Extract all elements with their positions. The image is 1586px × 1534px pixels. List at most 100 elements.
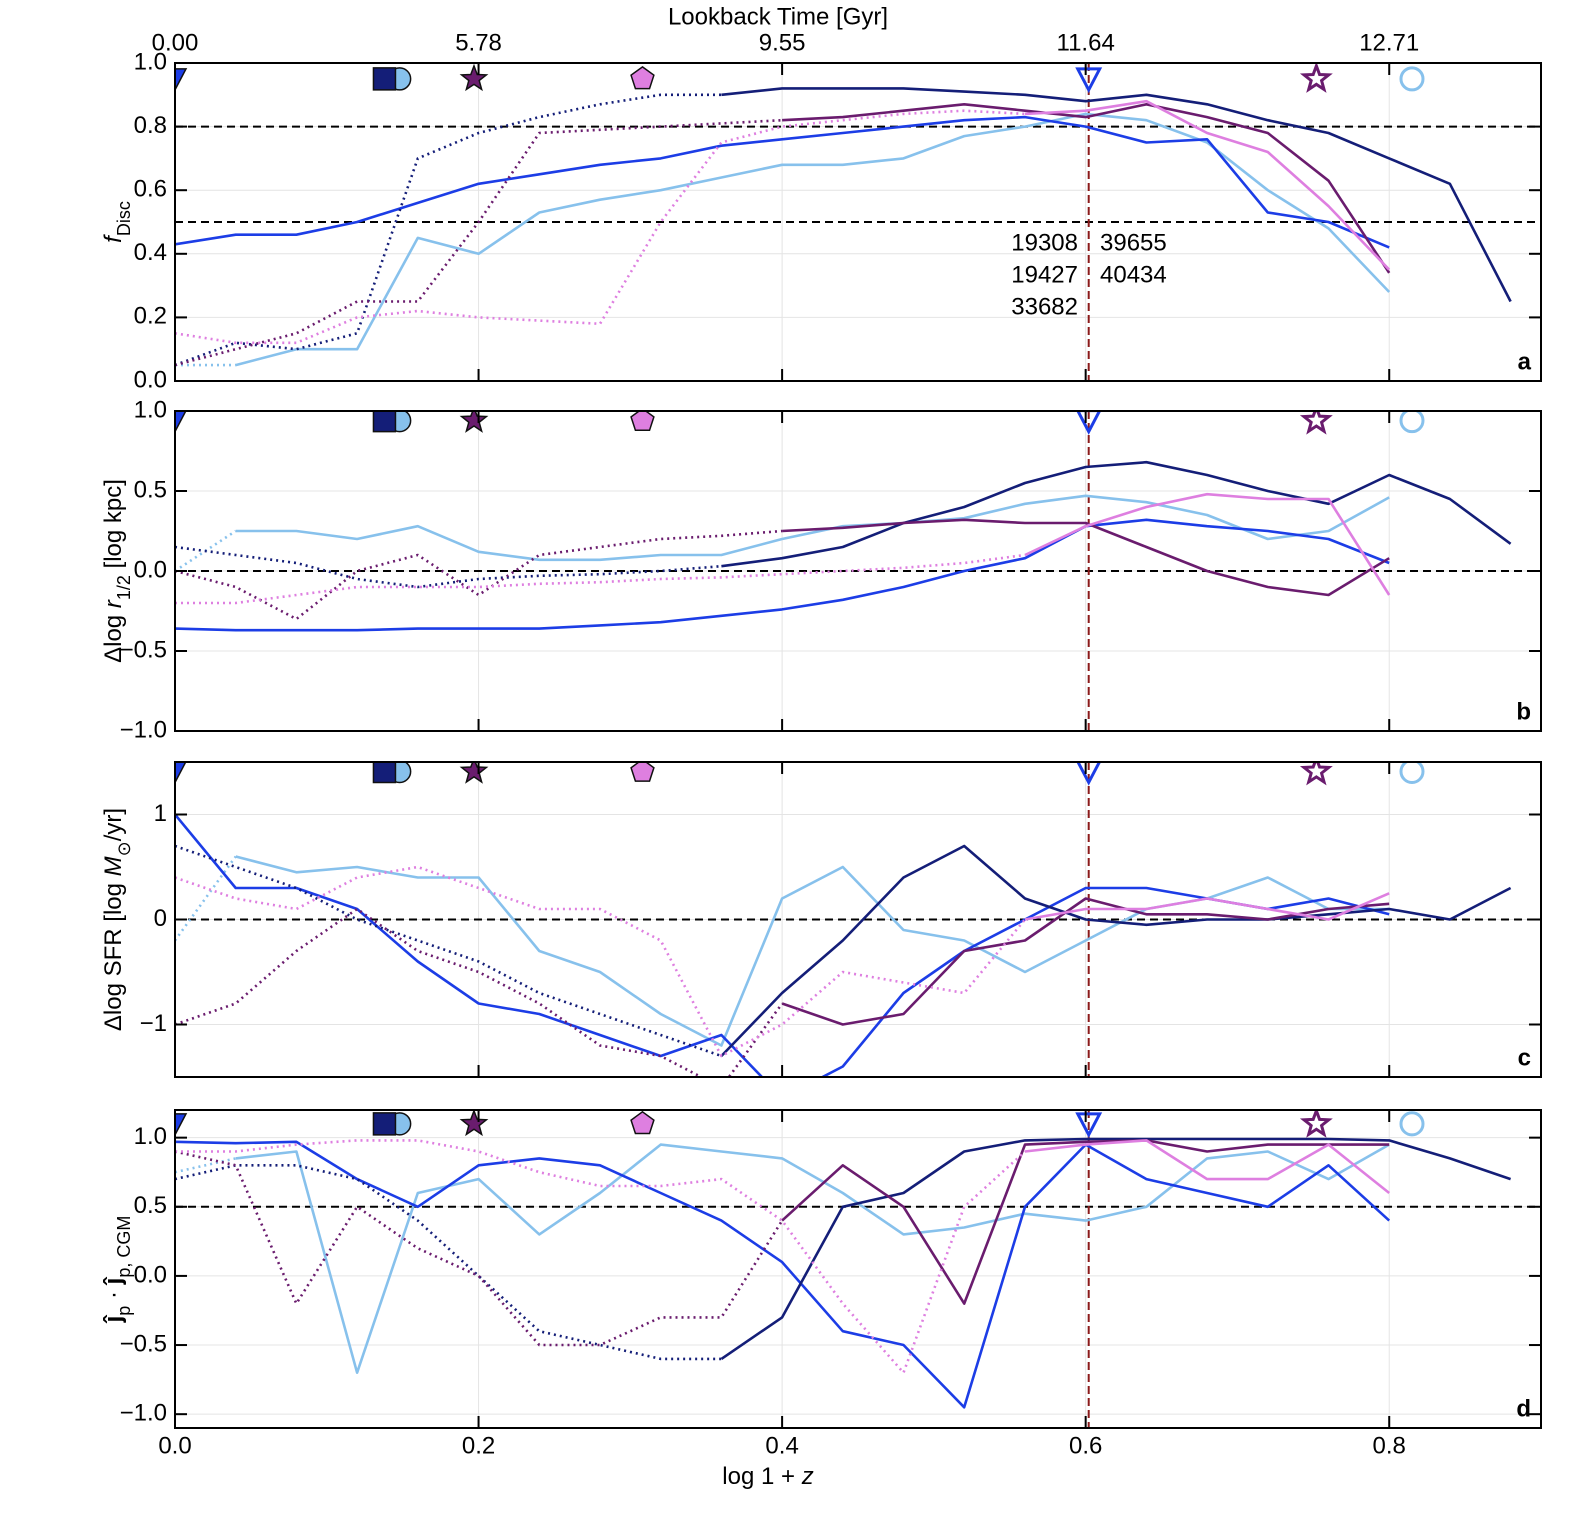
series-line [175, 907, 784, 1077]
panel-label: a [1518, 348, 1532, 375]
series-line [175, 93, 722, 367]
event-marker [1299, 1110, 1333, 1138]
series-line [235, 855, 1390, 1047]
y-axis-label-part: [log kpc] [100, 479, 127, 575]
series-line [175, 118, 783, 367]
top-tick-label: 11.64 [1057, 29, 1115, 56]
event-marker [1399, 1111, 1425, 1137]
y-tick-label: 1 [154, 800, 167, 827]
series-line [235, 1143, 1390, 1374]
y-tick-label: 0.4 [134, 239, 167, 266]
x-axis-label: log 1 + z [722, 1463, 813, 1490]
x-tick-label: 0.6 [1069, 1432, 1102, 1459]
top-axis-label: Lookback Time [Gyr] [668, 3, 888, 30]
y-axis-label-part: Δlog SFR [log [100, 876, 127, 1031]
event-marker [459, 63, 489, 92]
series-line [721, 87, 1512, 303]
plot-area [175, 411, 1541, 731]
legend-entry: 39655 [1100, 229, 1167, 256]
series-line [1024, 99, 1391, 271]
plot-area [175, 762, 1541, 1077]
x-tick-label: 0.4 [765, 1432, 798, 1459]
event-marker [1399, 411, 1425, 434]
series-line [175, 529, 783, 621]
y-axis-label-part: M [100, 856, 127, 876]
plot-area [175, 63, 1541, 381]
series-line [175, 109, 1026, 345]
series-line [175, 1140, 1391, 1409]
legend-entry: 19308 [1011, 229, 1078, 256]
legend-entry: 33682 [1011, 293, 1078, 320]
y-tick-label: 0.0 [134, 1261, 167, 1288]
event-marker [1299, 63, 1333, 93]
series-line [175, 518, 1390, 632]
y-tick-label: −1 [140, 1010, 167, 1037]
y-tick-label: 1.0 [134, 48, 167, 75]
y-axis-label: fDisc [100, 201, 133, 243]
plot-area [175, 1110, 1541, 1428]
panel-label: b [1516, 698, 1531, 725]
y-axis-label-part: f [100, 234, 127, 243]
event-marker [630, 762, 655, 782]
event-marker [372, 1112, 397, 1136]
event-marker [1399, 762, 1425, 784]
series-line [1024, 1139, 1391, 1195]
top-tick-label: 0.00 [152, 29, 199, 56]
series-line [782, 518, 1390, 597]
y-axis-label-part: ⊙ [114, 841, 134, 856]
event-marker [630, 65, 655, 90]
series-line [175, 545, 722, 589]
event-marker [459, 1110, 489, 1137]
series-line [721, 460, 1512, 568]
y-axis-label-part: p [114, 1306, 134, 1316]
y-tick-label: 0.0 [134, 556, 167, 583]
x-axis-label-part: z [801, 1463, 814, 1490]
y-axis-label-part: · [100, 1284, 127, 1305]
top-tick-label: 9.55 [759, 29, 806, 56]
event-marker [459, 762, 489, 784]
series-line [781, 1139, 1390, 1305]
event-marker [175, 68, 188, 92]
y-axis-label-part: Disc [114, 201, 134, 236]
event-marker [1075, 1112, 1103, 1139]
event-marker [1399, 66, 1425, 92]
y-tick-label: 0.6 [134, 176, 167, 203]
y-axis-label: Δlog SFR [log M⊙/yr] [100, 808, 133, 1031]
y-axis-label-part: r [100, 599, 127, 608]
event-marker [175, 1113, 188, 1137]
y-axis-label-part: p, CGM [114, 1216, 134, 1278]
panel-label: d [1516, 1395, 1531, 1422]
y-tick-label: 1.0 [134, 1123, 167, 1150]
top-tick-label: 5.78 [455, 29, 502, 56]
event-marker [372, 411, 397, 433]
y-tick-label: 1.0 [134, 396, 167, 423]
y-tick-label: −1.0 [120, 1400, 167, 1427]
y-axis-label-part: ĵ [100, 1276, 127, 1286]
x-tick-label: 0.2 [462, 1432, 495, 1459]
y-tick-label: 0.8 [134, 112, 167, 139]
y-tick-label: −0.5 [120, 1330, 167, 1357]
series-line [175, 813, 1390, 1077]
event-marker [372, 762, 397, 784]
y-tick-label: 0.5 [134, 476, 167, 503]
y-axis-label-part: /yr] [100, 808, 127, 841]
y-tick-label: 0.0 [134, 366, 167, 393]
series-line [720, 1137, 1512, 1360]
series-line [781, 897, 1390, 1026]
event-marker [1075, 67, 1103, 94]
series-line [235, 494, 1390, 562]
x-tick-label: 0.8 [1373, 1432, 1406, 1459]
event-marker [630, 1110, 655, 1135]
y-axis-label-part: 1/2 [114, 575, 134, 600]
series-line [782, 103, 1391, 274]
x-tick-label: 0.0 [158, 1432, 191, 1459]
event-marker [175, 762, 187, 785]
top-tick-label: 12.71 [1359, 29, 1419, 56]
event-marker [630, 411, 655, 432]
legend-entry: 19427 [1011, 261, 1078, 288]
y-tick-label: −0.5 [120, 636, 167, 663]
series-line [175, 844, 722, 1058]
series-line [175, 1164, 722, 1361]
